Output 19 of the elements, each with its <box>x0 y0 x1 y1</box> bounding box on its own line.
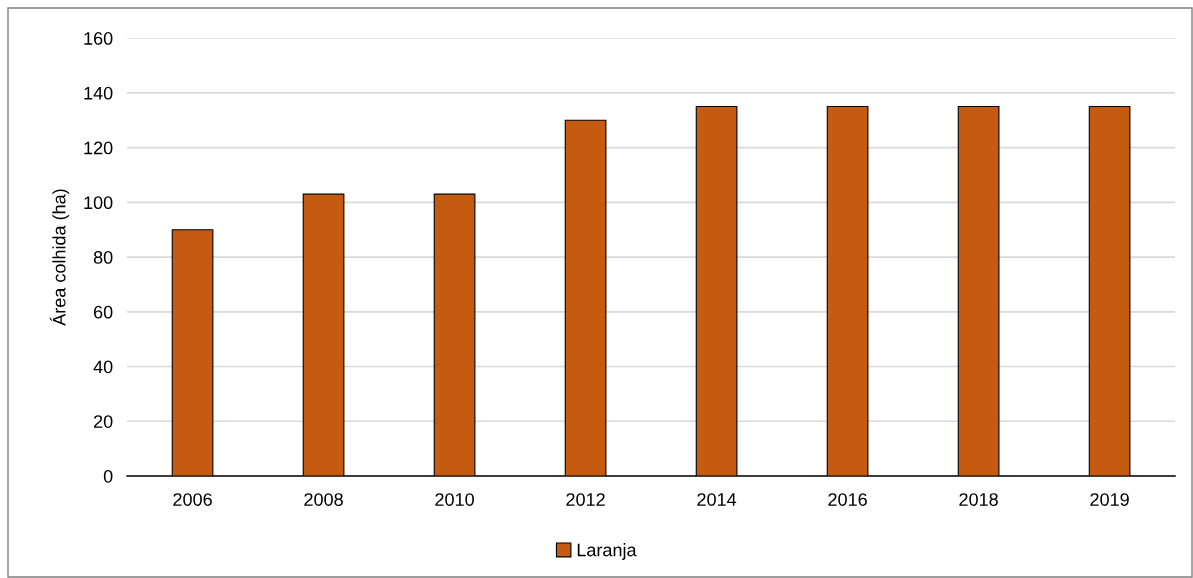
y-tick-label: 60 <box>94 305 113 319</box>
x-tick-label: 2008 <box>304 493 343 506</box>
y-tick-label: 120 <box>84 141 113 155</box>
y-axis-title: Área colhida (ha) <box>49 189 70 326</box>
x-tick-label: 2006 <box>173 493 212 506</box>
y-tick-label: 0 <box>103 469 113 483</box>
x-tick-label: 2010 <box>435 493 474 506</box>
x-tick-label: 2012 <box>566 493 605 506</box>
x-tick-label: 2018 <box>959 493 998 506</box>
y-tick-label: 20 <box>93 415 113 428</box>
y-tick-label: 40 <box>93 360 113 374</box>
x-tick-label: 2016 <box>828 493 867 506</box>
y-tick-label: 80 <box>93 251 113 264</box>
y-tick-label: 160 <box>84 32 113 45</box>
x-tick-label: 2014 <box>697 493 737 506</box>
y-tick-label: 100 <box>84 196 113 210</box>
y-tick-label: 140 <box>84 86 113 100</box>
legend-label: Laranja <box>577 543 637 560</box>
x-tick-label: 2019 <box>1090 493 1129 506</box>
